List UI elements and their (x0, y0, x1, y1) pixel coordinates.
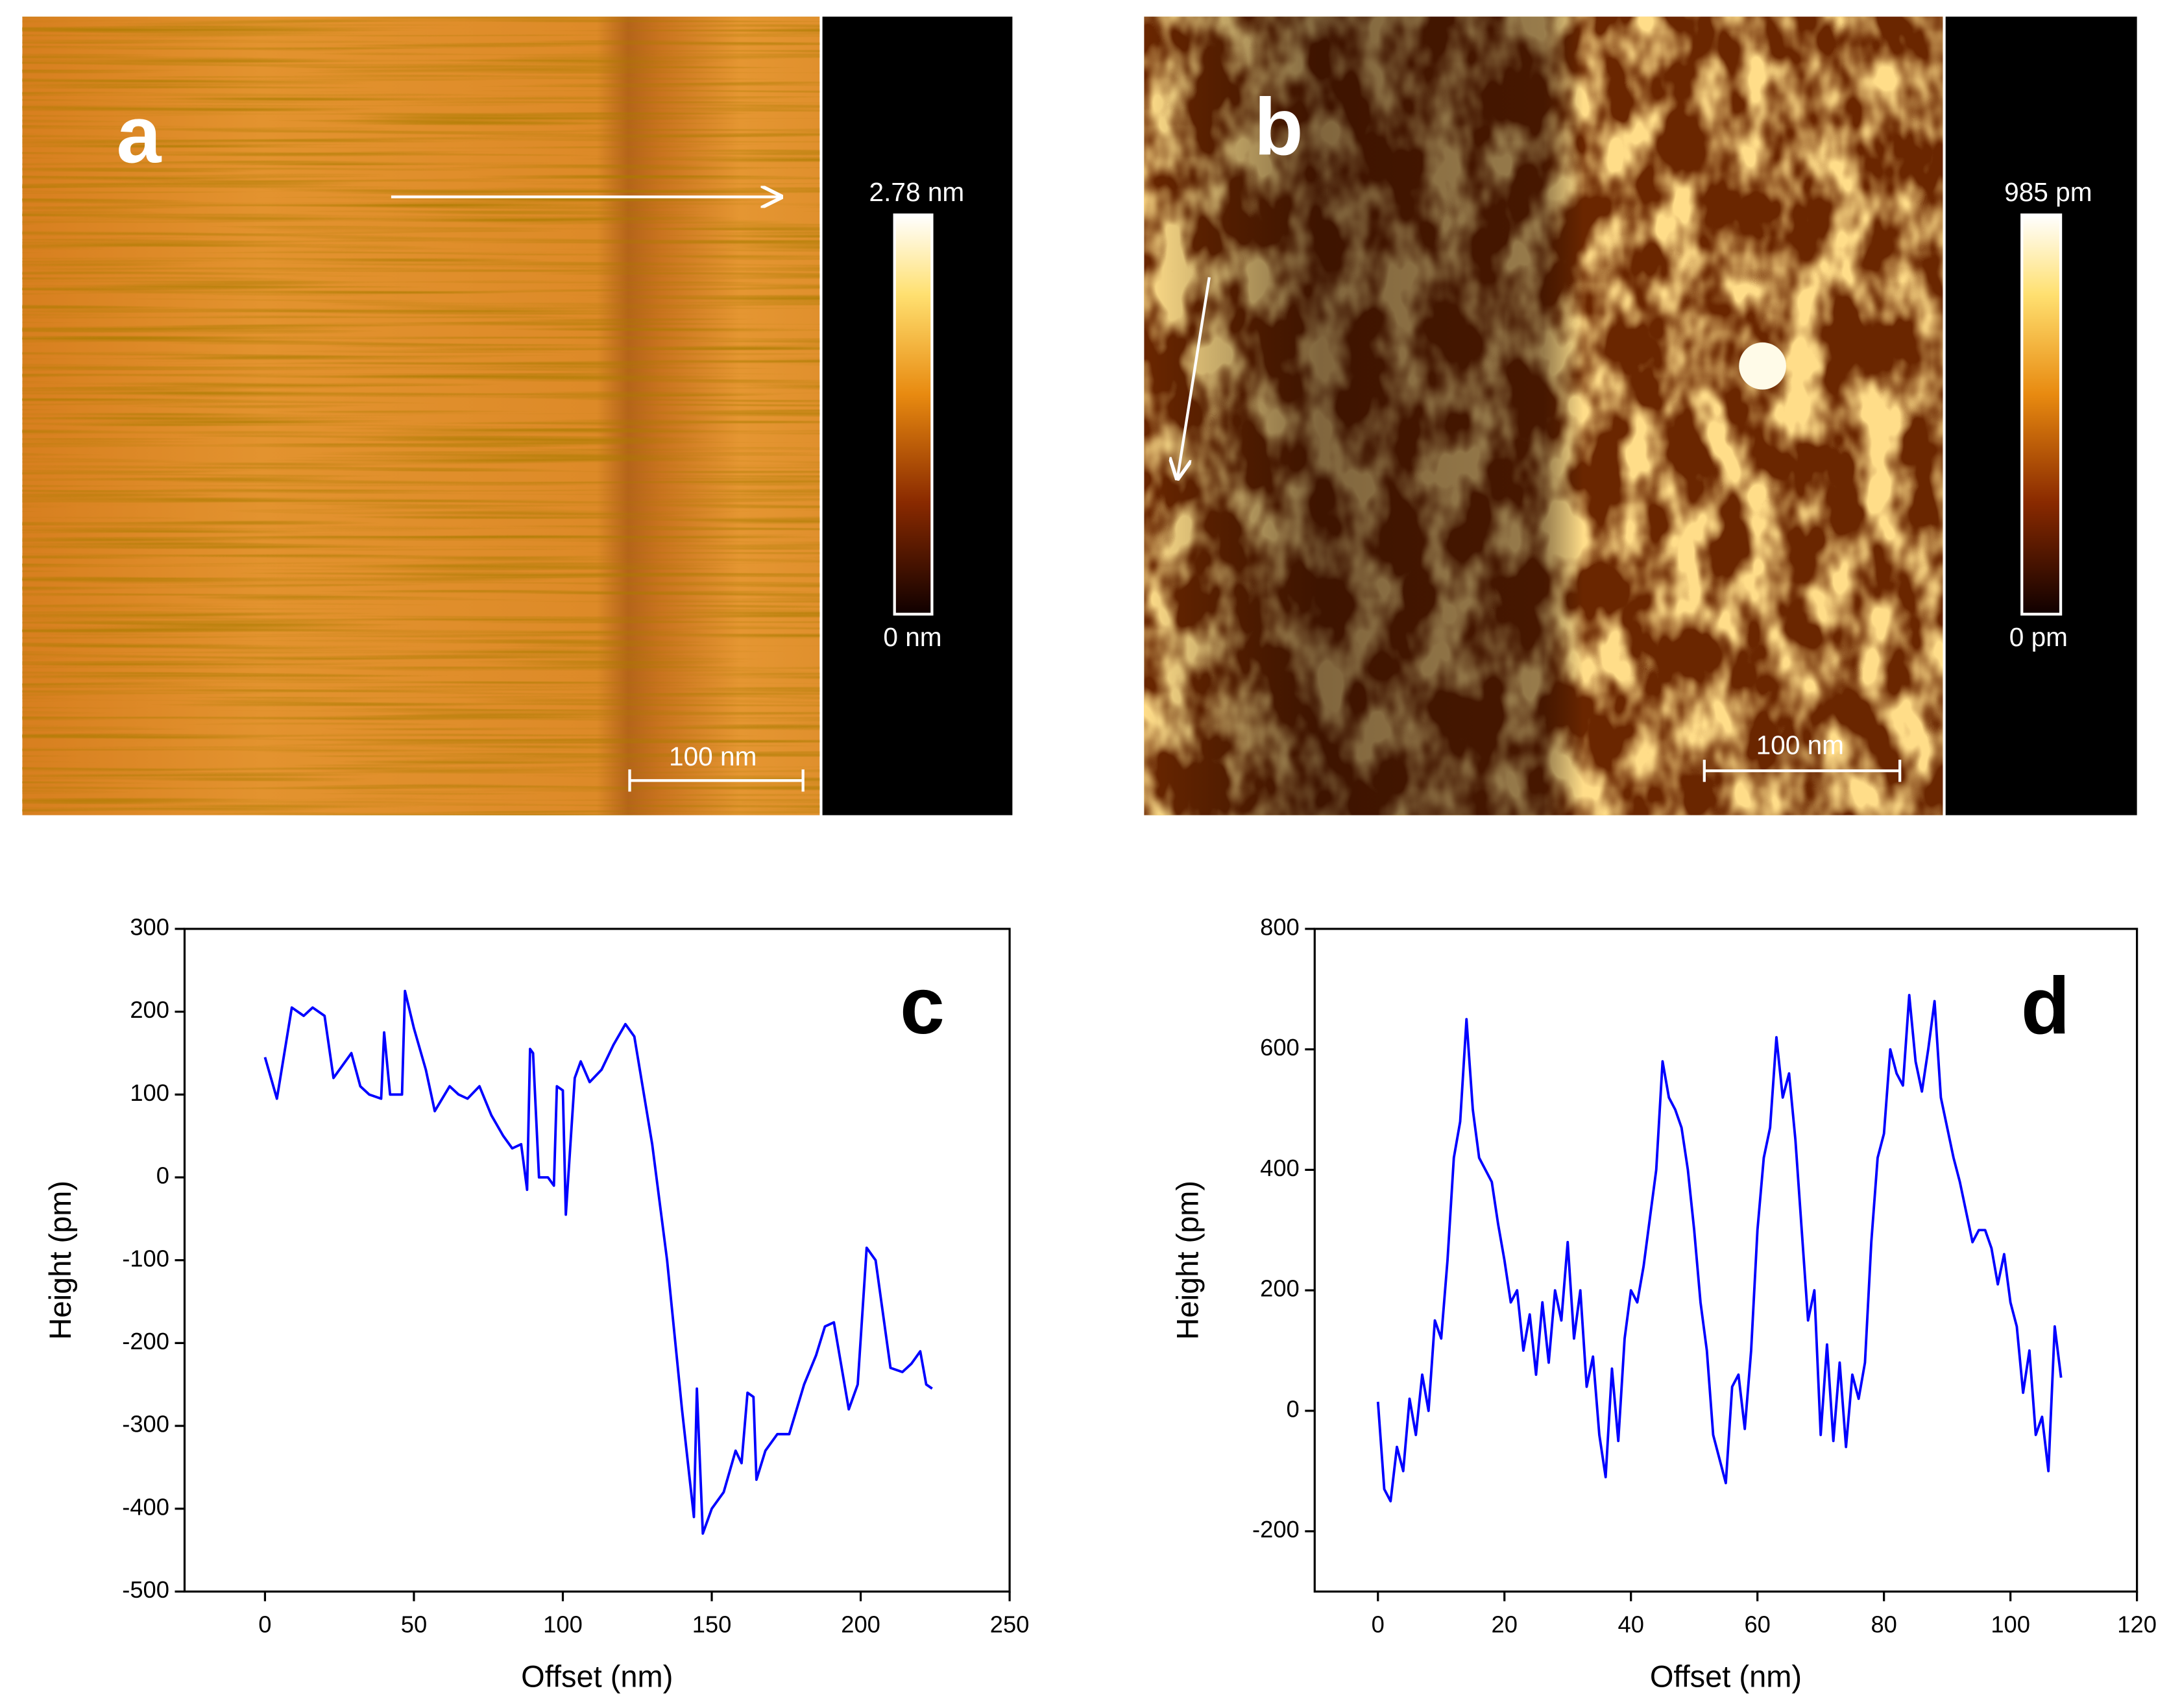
x-axis-title: Offset (nm) (521, 1659, 673, 1694)
x-tick-label: 40 (1618, 1611, 1644, 1638)
data-line (1376, 994, 2063, 1503)
y-axis-title: Height (pm) (1170, 1181, 1204, 1340)
x-tick-label: 100 (1991, 1611, 2030, 1638)
x-tick-label: 250 (990, 1611, 1030, 1638)
x-tick-label: 80 (1871, 1611, 1896, 1638)
x-tick-label: 20 (1492, 1611, 1518, 1638)
scale-bar-label: 100 nm (1756, 730, 1844, 760)
panel-label: a (116, 91, 162, 180)
data-line (263, 989, 933, 1535)
scale-bar-label: 100 nm (669, 741, 757, 771)
y-tick-label: 300 (130, 914, 169, 941)
x-tick-label: 120 (2117, 1611, 2157, 1638)
x-tick-label: 200 (841, 1611, 880, 1638)
plot-frame (183, 928, 1011, 1593)
y-tick-label: -200 (122, 1328, 169, 1354)
panel-label: d (2021, 961, 2070, 1051)
colorbar-max: 2.78 nm (869, 177, 965, 207)
x-tick-label: 60 (1744, 1611, 1770, 1638)
y-tick-label: 0 (156, 1162, 169, 1189)
afm-image-b: b 985 pm 0 pm 100 nm (1144, 16, 2137, 815)
colorbar-max: 985 pm (2004, 177, 2092, 207)
y-tick-label: 200 (1260, 1275, 1300, 1302)
x-tick-label: 0 (258, 1611, 271, 1638)
x-tick-label: 100 (543, 1611, 583, 1638)
colorbar-min: 0 pm (2009, 622, 2068, 652)
plot-frame (1313, 928, 2139, 1593)
y-tick-label: 200 (130, 996, 169, 1023)
y-axis-title: Height (pm) (43, 1181, 77, 1340)
y-tick-label: -400 (122, 1493, 169, 1520)
panel-label: c (900, 961, 945, 1051)
y-tick-label: -200 (1252, 1516, 1300, 1543)
y-tick-label: -300 (122, 1411, 169, 1437)
y-tick-label: 600 (1260, 1034, 1300, 1061)
afm-image-a: a 2.78 nm 0 nm 100 nm (22, 16, 1013, 815)
x-tick-label: 50 (401, 1611, 427, 1638)
y-tick-label: -500 (122, 1576, 169, 1603)
x-tick-label: 0 (1372, 1611, 1385, 1638)
y-tick-label: 800 (1260, 914, 1300, 941)
x-tick-label: 150 (692, 1611, 732, 1638)
x-axis-title: Offset (nm) (1650, 1659, 1802, 1694)
y-tick-label: 0 (1287, 1395, 1300, 1422)
panel-label: b (1254, 82, 1303, 172)
y-tick-label: 400 (1260, 1155, 1300, 1181)
y-tick-label: -100 (122, 1245, 169, 1271)
y-tick-label: 100 (130, 1079, 169, 1106)
colorbar-min: 0 nm (883, 622, 941, 652)
